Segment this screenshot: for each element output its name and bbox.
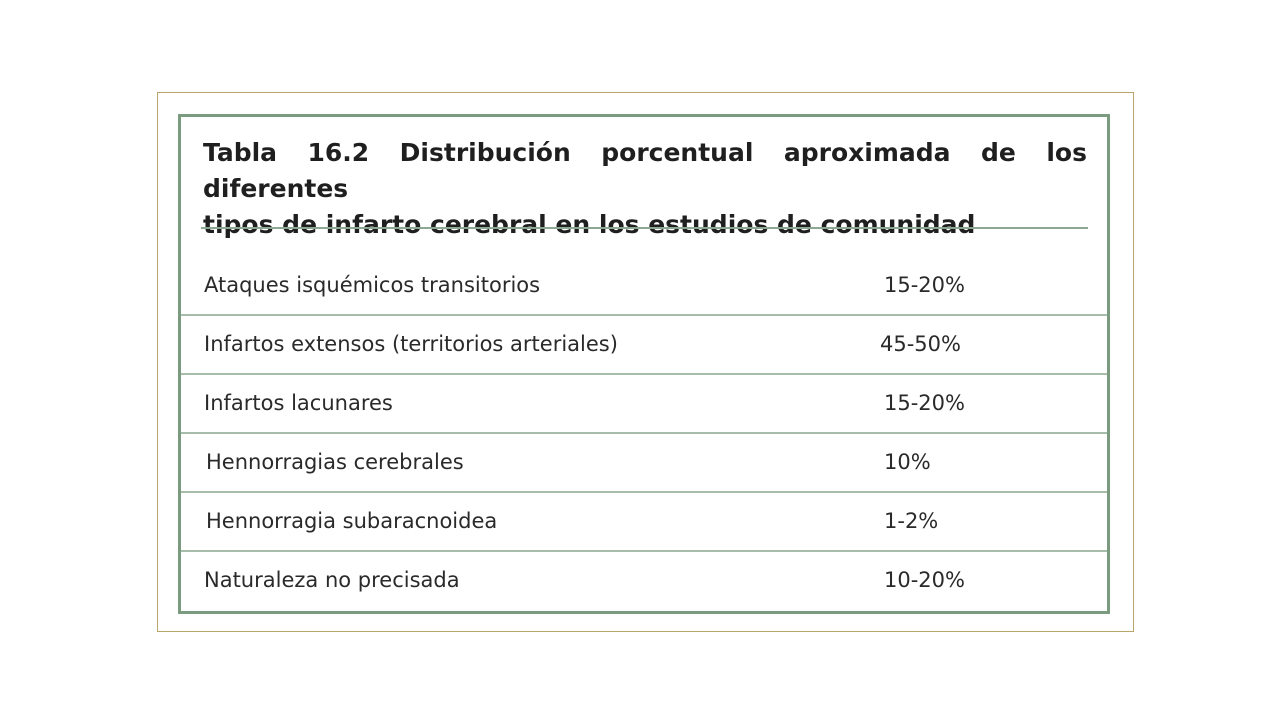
table-row: Hennorragia subaracnoidea 1-2% bbox=[181, 493, 1107, 552]
row-label: Naturaleza no precisada bbox=[204, 568, 460, 592]
row-value: 15-20% bbox=[884, 391, 965, 415]
caption-line-1: Tabla 16.2 Distribución porcentual aprox… bbox=[203, 138, 1087, 203]
image-frame: Tabla 16.2 Distribución porcentual aprox… bbox=[157, 92, 1134, 632]
caption-divider bbox=[201, 227, 1088, 229]
table-row: Infartos lacunares 15-20% bbox=[181, 375, 1107, 434]
table-row: Infartos extensos (territorios arteriale… bbox=[181, 316, 1107, 375]
row-label: Hennorragias cerebrales bbox=[206, 450, 464, 474]
row-label: Infartos lacunares bbox=[204, 391, 393, 415]
row-label: Hennorragia subaracnoidea bbox=[206, 509, 498, 533]
row-label: Infartos extensos (territorios arteriale… bbox=[204, 332, 618, 356]
table-row: Naturaleza no precisada 10-20% bbox=[181, 552, 1107, 611]
row-label: Ataques isquémicos transitorios bbox=[204, 273, 541, 297]
table-body: Ataques isquémicos transitorios 15-20% I… bbox=[181, 257, 1107, 611]
row-value: 15-20% bbox=[884, 273, 965, 297]
table-container: Tabla 16.2 Distribución porcentual aprox… bbox=[178, 114, 1110, 614]
row-value: 45-50% bbox=[880, 332, 961, 356]
table-row: Hennorragias cerebrales 10% bbox=[181, 434, 1107, 493]
table-caption: Tabla 16.2 Distribución porcentual aprox… bbox=[203, 135, 1087, 243]
row-value: 1-2% bbox=[884, 509, 939, 533]
row-value: 10-20% bbox=[884, 568, 965, 592]
caption-line-2: tipos de infarto cerebral en los estudio… bbox=[203, 210, 976, 239]
table-row: Ataques isquémicos transitorios 15-20% bbox=[181, 257, 1107, 316]
row-value: 10% bbox=[884, 450, 931, 474]
